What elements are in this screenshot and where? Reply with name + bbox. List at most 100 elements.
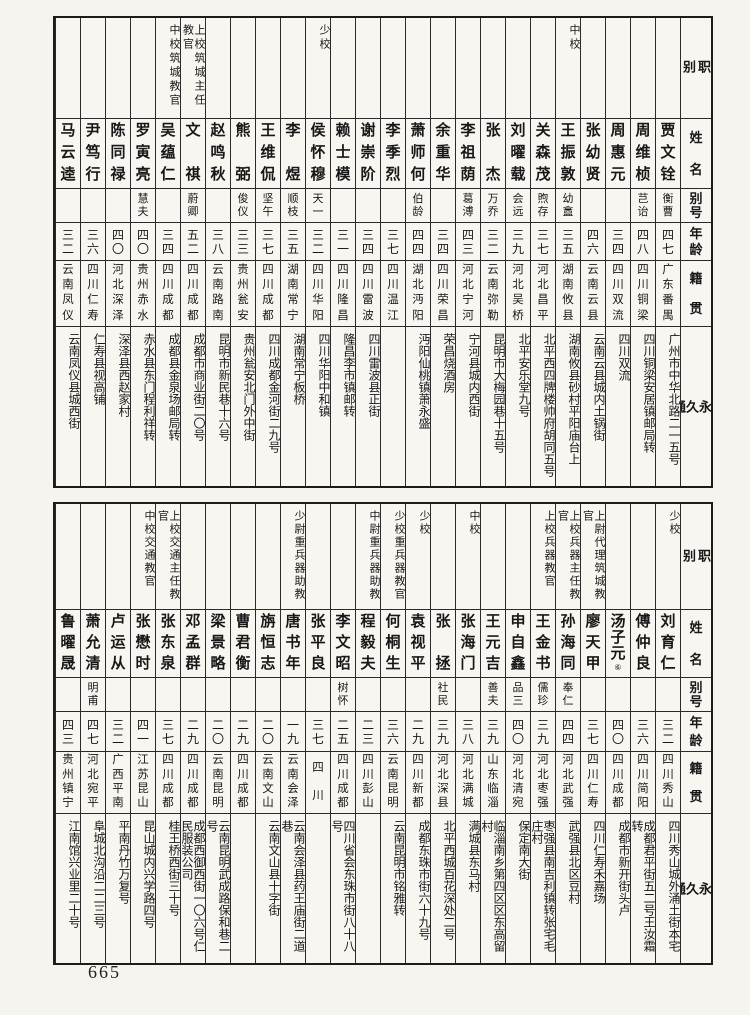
alias-cell	[331, 188, 355, 222]
address-cell: 宁河县城内西街	[456, 326, 480, 486]
page-number: 665	[88, 962, 121, 982]
native-cell: 贵州瓮安	[231, 260, 255, 326]
person-column: 傅仲良三六四川简阳成都君平街五二号王汝霜转	[630, 504, 655, 963]
alias-cell	[356, 677, 380, 711]
row-header-rank: 职别	[681, 60, 711, 76]
address-cell: 四川华阳中和镇	[306, 326, 330, 486]
alias-cell	[406, 677, 430, 711]
alias-cell	[381, 677, 405, 711]
age-cell: 三八	[456, 711, 480, 751]
person-column: 张拯社民三九河北深县北平西城百花深处二号	[430, 504, 455, 963]
native-cell: 贵州赤水	[131, 260, 155, 326]
alias-cell	[606, 188, 630, 222]
native-cell: 四川彭山	[356, 751, 380, 813]
alias-cell	[106, 677, 130, 711]
rank-cell	[256, 504, 280, 609]
age-cell: 五二	[181, 222, 205, 260]
name-cell: 袁视平	[406, 609, 430, 677]
native-cell: 江苏昆山	[131, 751, 155, 813]
address-cell: 深泽县西赵家村	[106, 326, 130, 486]
name-cell: 贾文铨	[656, 118, 680, 188]
rank-cell	[581, 18, 605, 118]
alias-cell	[156, 677, 180, 711]
person-column: 刘曜载会远三九河北吴桥北平安乐堂九号	[505, 18, 530, 486]
name-cell: 唐书年	[281, 609, 305, 677]
name-cell: 文祺	[181, 118, 205, 188]
name-cell: 申自鑫	[506, 609, 530, 677]
name-cell: 关森茂	[531, 118, 555, 188]
native-cell: 贵州镇宁	[56, 751, 80, 813]
name-cell: 谢崇阶	[356, 118, 380, 188]
name-cell: 王金书	[531, 609, 555, 677]
rank-cell	[256, 18, 280, 118]
address-cell: 沔阳仙桃镇萧永盛	[406, 326, 430, 486]
age-cell: 三九	[481, 711, 505, 751]
address-cell: 北平西城百花深处二号	[431, 813, 455, 963]
alias-cell	[281, 677, 305, 711]
person-column: 王维侃坚午三七四川成都四川成都金河街二九号	[255, 18, 280, 486]
person-column: 关森茂煦存三七河北昌平北平西四牌楼帅府胡同五号	[530, 18, 555, 486]
native-cell: 广东番禺	[656, 260, 680, 326]
rank-cell	[331, 18, 355, 118]
age-cell: 二五	[331, 711, 355, 751]
name-cell: 张懋时	[131, 609, 155, 677]
rank-cell: 上校兵器主任教官	[556, 510, 580, 601]
name-cell: 刘育仁	[656, 609, 680, 677]
native-cell: 云南云县	[581, 260, 605, 326]
address-cell: 云南凤仪县城西街	[56, 326, 80, 486]
address-cell: 荣昌烧酒房	[431, 326, 455, 486]
rank-cell	[631, 504, 655, 609]
person-column: 曹君衡二九四川成都	[230, 504, 255, 963]
name-cell: 曹君衡	[231, 609, 255, 677]
age-cell: 三六	[381, 711, 405, 751]
age-cell: 二九	[181, 711, 205, 751]
person-column: 张平良三七四川	[305, 504, 330, 963]
address-cell: 云南会泽县药王庙街二道巷	[281, 813, 305, 963]
name-note: ⑥	[614, 663, 622, 672]
age-cell: 三九	[431, 711, 455, 751]
alias-cell	[156, 188, 180, 222]
alias-cell: 奉仁	[556, 677, 580, 711]
alias-cell	[356, 188, 380, 222]
alias-cell: 葛溥	[456, 188, 480, 222]
rank-cell	[531, 18, 555, 118]
name-cell: 萧师何	[406, 118, 430, 188]
address-cell: 昆明市大梅园巷十五号	[481, 326, 505, 486]
rank-cell	[306, 504, 330, 609]
row-header-address: 永久通讯处	[681, 813, 711, 963]
name-cell: 卢运从	[106, 609, 130, 677]
alias-cell	[231, 677, 255, 711]
address-cell: 成都西御西街一〇六号仁民服装公司	[181, 813, 205, 963]
alias-cell	[56, 188, 80, 222]
age-cell: 三三	[231, 222, 255, 260]
alias-cell	[581, 677, 605, 711]
name-cell: 张平良	[306, 609, 330, 677]
alias-cell: 衡曹	[656, 188, 680, 222]
alias-cell: 社民	[431, 677, 455, 711]
name-cell: 旃恒志	[256, 609, 280, 677]
alias-cell	[381, 188, 405, 222]
native-cell: 四川华阳	[306, 260, 330, 326]
alias-cell	[131, 677, 155, 711]
name-cell: 刘曜载	[506, 118, 530, 188]
alias-cell: 品三	[506, 677, 530, 711]
native-cell: 云南弥勒	[481, 260, 505, 326]
alias-cell: 煦存	[531, 188, 555, 222]
address-cell: 成都市新开街头卢	[606, 813, 630, 963]
native-cell: 河北清宛	[506, 751, 530, 813]
age-cell: 三五	[281, 222, 305, 260]
person-column: 赵鸣秋三八云南路南昆明市新民巷十六号	[205, 18, 230, 486]
rank-cell	[606, 18, 630, 118]
rank-cell	[381, 18, 405, 118]
native-cell: 四川成都	[256, 260, 280, 326]
rank-cell: 中尉重兵器助教	[368, 510, 380, 601]
person-column: 赖士模三一四川隆昌隆昌李市镇邮转	[330, 18, 355, 486]
name-cell: 余重华	[431, 118, 455, 188]
rank-cell	[106, 18, 130, 118]
person-column: 少校重兵器教官何桐生三六云南昆明云南昆明市铭雅转	[380, 504, 405, 963]
person-column: 上校兵器教官王金书儒珍三九河北枣强枣强县南吉利镇转张宅毛庄村	[530, 504, 555, 963]
rank-cell: 少校	[668, 510, 680, 536]
address-cell: 保定南大街	[506, 813, 530, 963]
age-cell: 三四	[156, 222, 180, 260]
native-cell: 河北宁河	[456, 260, 480, 326]
